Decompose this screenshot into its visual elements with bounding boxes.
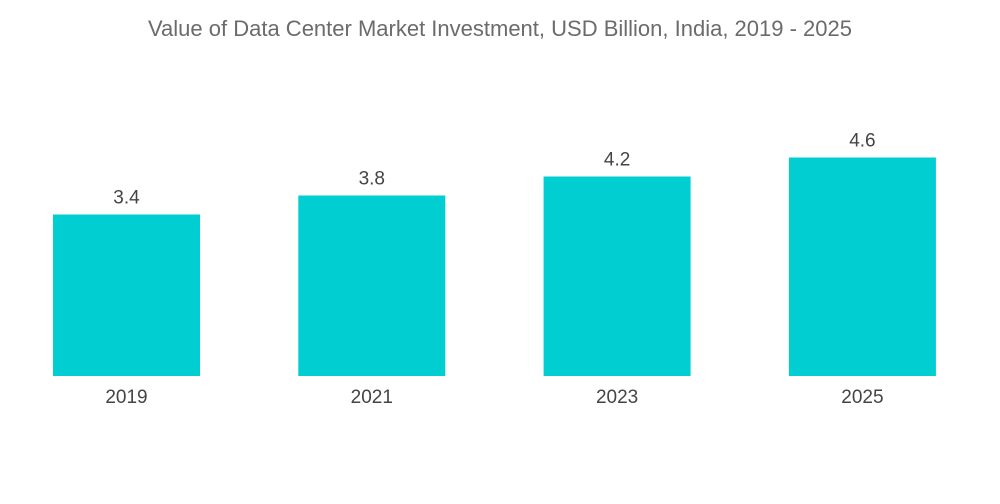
x-tick-label: 2025 xyxy=(841,387,883,408)
bar-2023 xyxy=(543,176,691,376)
data-label-2023: 4.2 xyxy=(604,150,630,171)
chart-title: Value of Data Center Market Investment, … xyxy=(148,16,852,41)
x-tick-label: 2023 xyxy=(596,387,638,408)
bar-2021 xyxy=(298,195,446,376)
bar-2019 xyxy=(53,214,200,376)
x-tick-label: 2019 xyxy=(105,387,147,408)
x-tick-label: 2021 xyxy=(351,387,393,408)
bar-2025 xyxy=(788,157,936,376)
data-label-2021: 3.8 xyxy=(359,169,385,190)
data-label-2019: 3.4 xyxy=(113,188,140,209)
data-label-2025: 4.6 xyxy=(849,131,875,152)
